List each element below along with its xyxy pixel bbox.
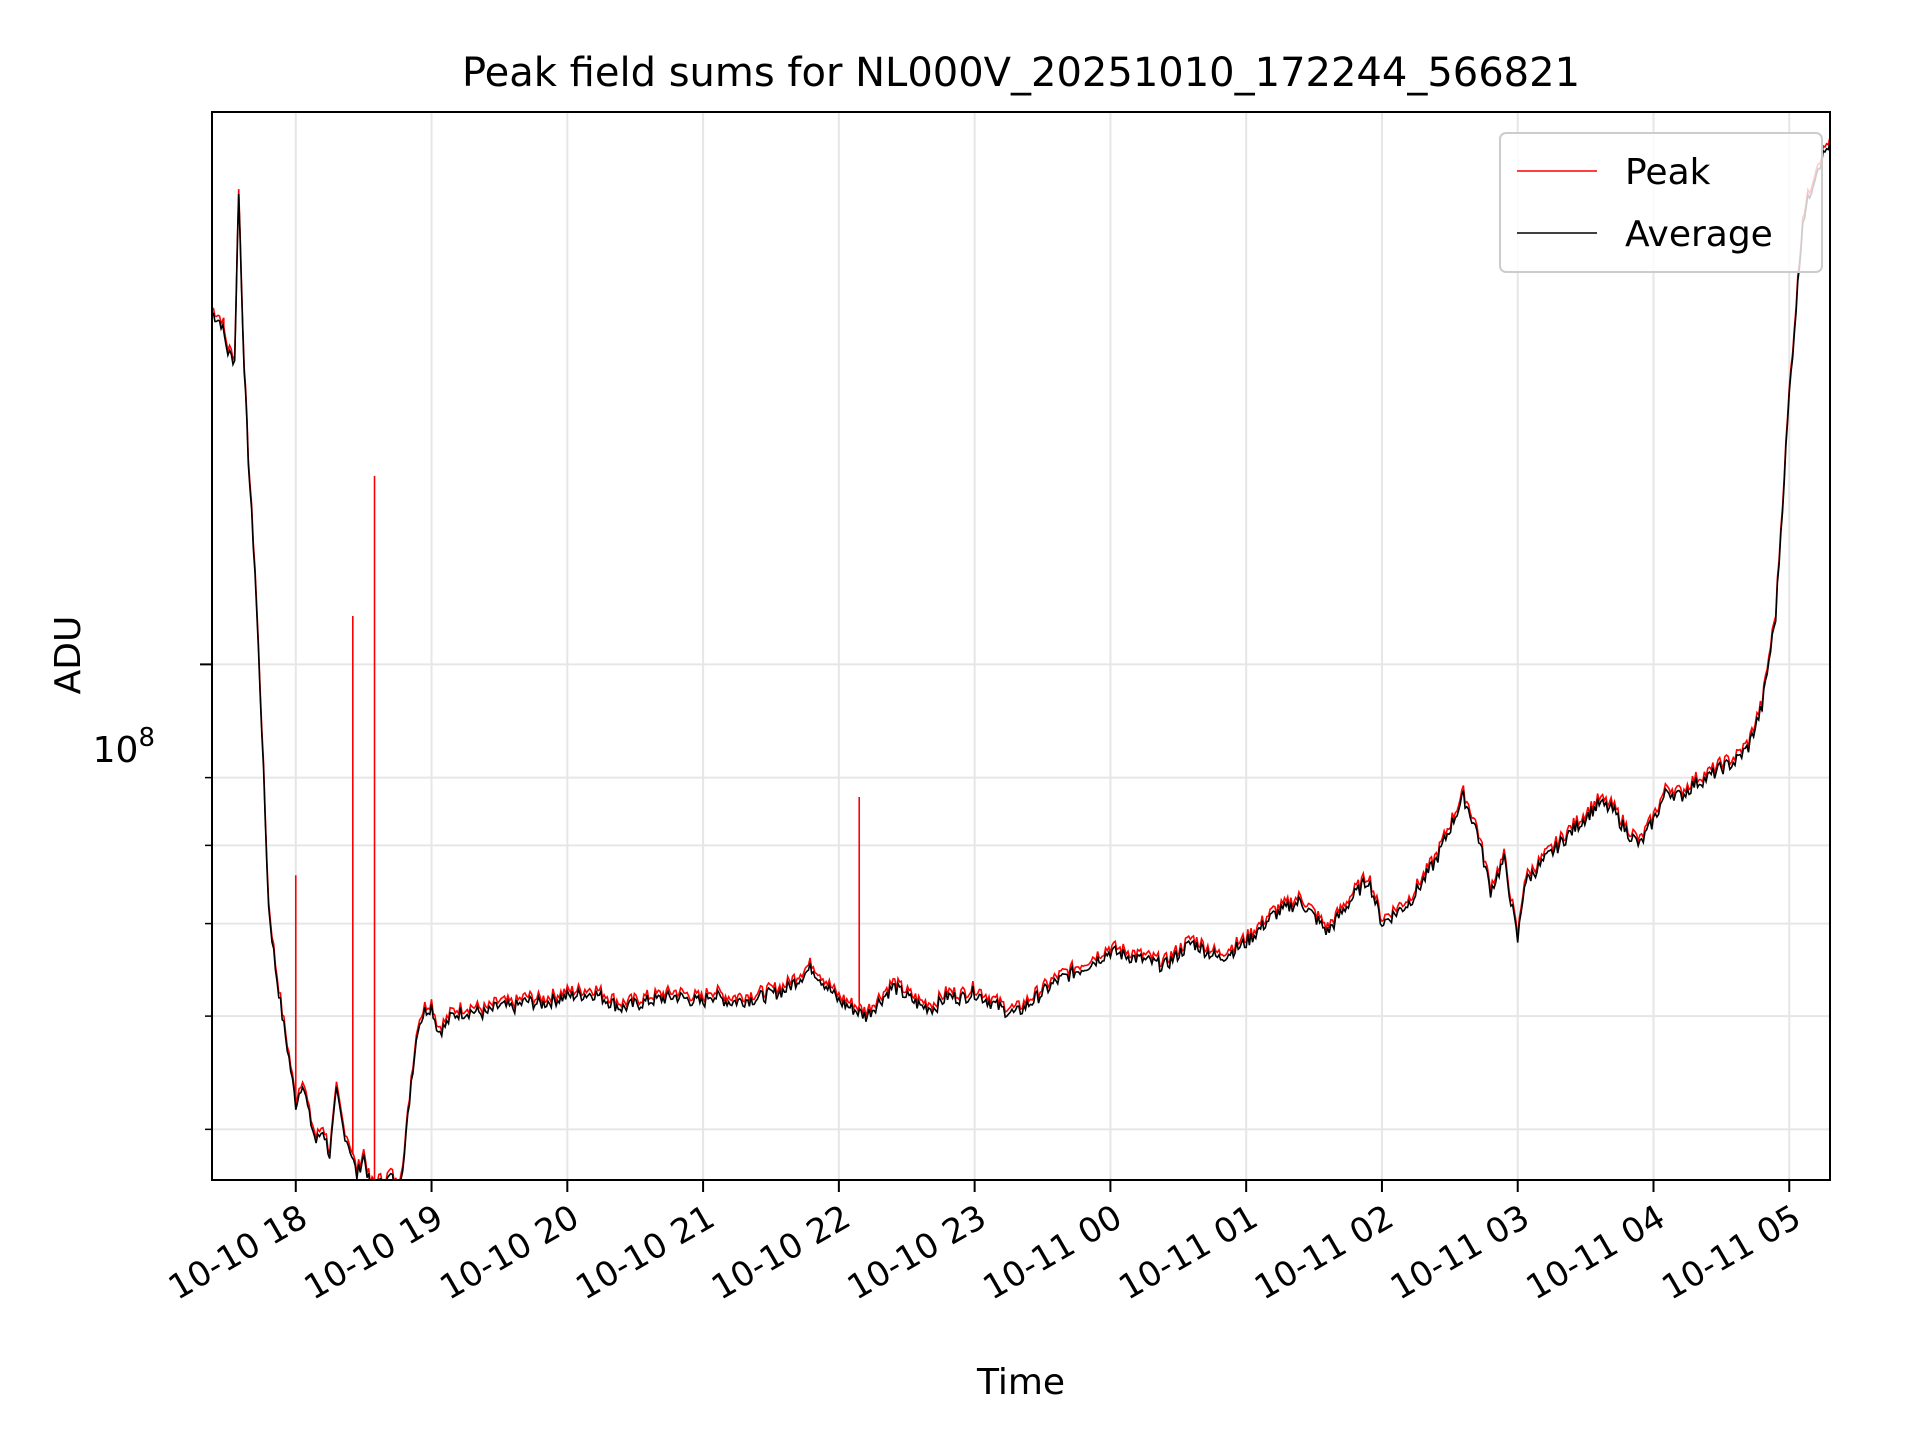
grid [212,112,1830,1180]
plot-area [212,136,1830,1180]
series-line-peak [212,136,1830,1180]
x-axis-label: Time [976,1362,1065,1403]
y-axis-label: ADU [48,616,89,695]
legend: Peak Average [1499,132,1823,273]
y-tick-label: 108 [93,723,155,771]
chart-title: Peak field sums for NL000V_20251010_1722… [462,50,1580,96]
series-line-average [212,141,1830,1180]
legend-box [1499,132,1823,273]
legend-average-label: Average [1625,214,1773,255]
legend-peak-label: Peak [1625,152,1711,193]
axes-frame [211,111,1831,1181]
